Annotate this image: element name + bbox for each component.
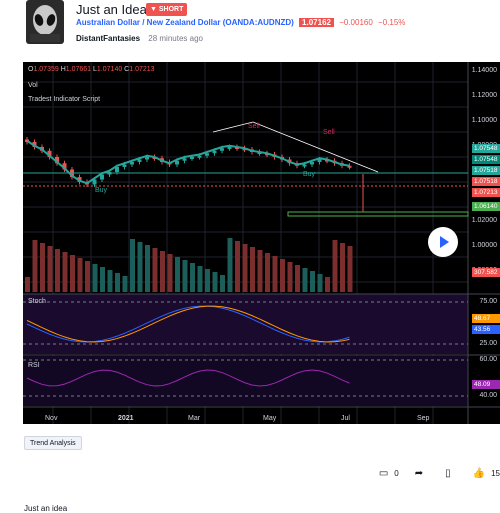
rsi-axis-60: 60.00	[479, 356, 497, 363]
price-tag: 1.07213	[472, 188, 500, 197]
thumbs-up-icon: 👍	[472, 467, 486, 479]
price-axis-tick: 1.10000	[471, 117, 497, 124]
price-axis-tick: 1.12000	[471, 92, 497, 99]
comment-icon: ▭	[378, 467, 389, 479]
price-tag: 1.07548	[472, 144, 500, 153]
signal-label: Buy	[95, 187, 108, 194]
idea-title: Just an Idea	[76, 2, 147, 17]
price-axis-tick: 1.00000	[471, 242, 497, 249]
script-label: Tradest Indicator Script	[28, 96, 101, 103]
share-button[interactable]: ➦	[415, 468, 429, 479]
price-tag: 1.07518	[472, 177, 500, 186]
price-tag: 1.07548	[472, 155, 500, 164]
idea-description: Just an idea	[24, 504, 68, 513]
stoch-label: Stoch	[28, 298, 46, 305]
stoch-axis-25: 25.00	[479, 340, 497, 347]
signal-label: Sell	[248, 123, 260, 130]
author-name[interactable]: DistantFantasies	[76, 34, 141, 43]
price-axis-tick: 1.14000	[471, 67, 497, 74]
idea-actions: ▭ 0 ➦ ▯ 👍 15	[363, 466, 500, 480]
current-price: 1.07162	[299, 18, 334, 27]
x-tick-jul: Jul	[341, 415, 350, 422]
comments-button[interactable]: ▭ 0	[378, 467, 399, 479]
signal-label: Sell	[323, 129, 335, 136]
symbol-link[interactable]: Australian Dollar / New Zealand Dollar (…	[76, 18, 294, 27]
stoch-k-tag: 48.67	[472, 314, 500, 323]
x-tick-may: May	[263, 415, 277, 422]
x-tick-2021: 2021	[118, 415, 134, 422]
symbol-line: Australian Dollar / New Zealand Dollar (…	[76, 18, 405, 27]
volume-tag: 307.582	[472, 268, 500, 277]
x-tick-nov: Nov	[45, 415, 58, 422]
x-tick-sep: Sep	[417, 415, 430, 422]
price-chart[interactable]: Buy Buy Sell Sell O1.07359 H1.07661 L1.0714…	[23, 62, 500, 424]
ohlc-readout: O1.07359 H1.07661 L1.07140 C1.07213	[28, 66, 155, 73]
chart-canvas: Buy Buy Sell Sell	[23, 62, 500, 424]
price-tag: 1.07518	[472, 166, 500, 175]
short-badge: ▼ SHORT	[146, 3, 188, 16]
volume-label: Vol	[28, 82, 38, 89]
publish-time: 28 minutes ago	[148, 34, 203, 43]
stoch-axis-75: 75.00	[479, 298, 497, 305]
like-button[interactable]: 👍 15	[472, 467, 500, 479]
author-avatar[interactable]	[26, 0, 64, 44]
price-axis-tick: 1.02000	[471, 217, 497, 224]
share-icon: ➦	[414, 467, 424, 479]
author-line: DistantFantasies 28 minutes ago	[76, 34, 203, 43]
down-arrow-icon: ▼	[150, 6, 157, 13]
signal-label: Buy	[303, 171, 316, 178]
bookmark-button[interactable]: ▯	[445, 468, 457, 479]
stoch-d-tag: 43.56	[472, 325, 500, 334]
price-change: −0.00160	[339, 18, 373, 27]
rsi-label: RSI	[28, 362, 40, 369]
rsi-axis-40: 40.00	[479, 392, 497, 399]
price-tag: 1.06140	[472, 202, 500, 211]
price-change-percent: −0.15%	[378, 18, 406, 27]
idea-footer: Trend Analysis ▭ 0 ➦ ▯ 👍 15 Just an idea	[0, 428, 500, 513]
rsi-tag: 48.09	[472, 380, 500, 389]
bookmark-icon: ▯	[445, 467, 451, 479]
play-button[interactable]	[428, 227, 458, 257]
idea-header: Just an Idea ▼ SHORT Australian Dollar /…	[0, 0, 500, 58]
x-tick-mar: Mar	[188, 415, 201, 422]
trend-analysis-tag[interactable]: Trend Analysis	[24, 436, 82, 450]
